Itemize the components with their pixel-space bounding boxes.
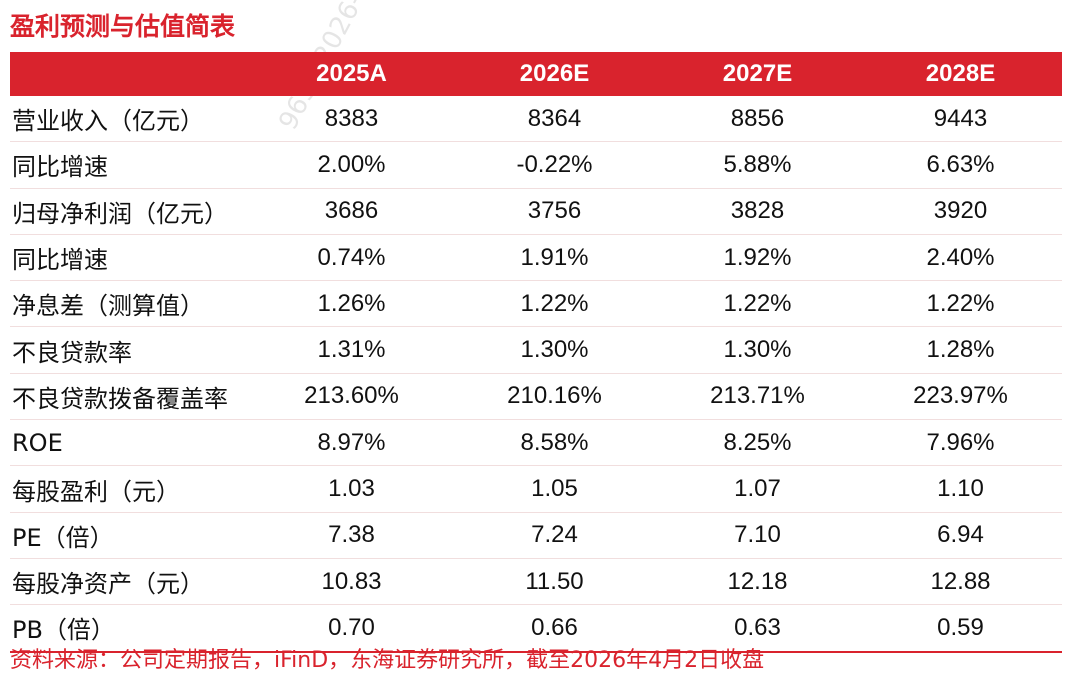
- table-cell: 1.30%: [656, 326, 859, 374]
- table-cell: 6.63%: [859, 141, 1062, 189]
- table-cell: 6.94: [859, 512, 1062, 559]
- table-cell: 8856: [656, 96, 859, 143]
- table-cell: 1.26%: [250, 280, 453, 328]
- table-row: PB（倍） 0.70 0.66 0.63 0.59: [10, 604, 1062, 653]
- table-cell: 213.71%: [656, 373, 859, 421]
- table-row: 每股净资产（元） 10.83 11.50 12.18 12.88: [10, 558, 1062, 606]
- table-cell: 9443: [859, 96, 1062, 143]
- table-cell: 7.24: [453, 512, 656, 559]
- table-cell: 0.70: [250, 604, 453, 653]
- table-cell: 2.00%: [250, 141, 453, 189]
- table-cell: 8.25%: [656, 419, 859, 467]
- table-header-row: 2025A 2026E 2027E 2028E: [10, 52, 1062, 96]
- table-cell: 1.07: [656, 465, 859, 513]
- row-label: 每股净资产（元）: [10, 558, 250, 606]
- report-table-title: 盈利预测与估值简表: [10, 12, 236, 41]
- table-cell: 223.97%: [859, 373, 1062, 421]
- table-cell: 3920: [859, 188, 1062, 235]
- forecast-valuation-table: 2025A 2026E 2027E 2028E 营业收入（亿元） 8383 83…: [10, 52, 1062, 653]
- table-cell: 1.31%: [250, 326, 453, 374]
- table-row: 每股盈利（元） 1.03 1.05 1.07 1.10: [10, 465, 1062, 513]
- table-cell: 7.38: [250, 512, 453, 559]
- table-cell: 1.10: [859, 465, 1062, 513]
- header-year-2027e: 2027E: [656, 52, 859, 96]
- row-label: ROE: [10, 419, 250, 467]
- table-cell: 1.91%: [453, 234, 656, 282]
- table-cell: 1.05: [453, 465, 656, 513]
- table-cell: 0.74%: [250, 234, 453, 282]
- header-year-2028e: 2028E: [859, 52, 1062, 96]
- table-cell: 11.50: [453, 558, 656, 606]
- table-cell: 3756: [453, 188, 656, 235]
- table-row: 不良贷款拨备覆盖率 213.60% 210.16% 213.71% 223.97…: [10, 373, 1062, 421]
- data-source-note: 资料来源：公司定期报告，iFinD，东海证券研究所，截至2026年4月2日收盘: [10, 648, 765, 673]
- table-row: PE（倍） 7.38 7.24 7.10 6.94: [10, 512, 1062, 559]
- table-cell: 10.83: [250, 558, 453, 606]
- table-cell: 0.66: [453, 604, 656, 653]
- row-label: 归母净利润（亿元）: [10, 188, 250, 235]
- header-corner-cell: [10, 52, 250, 96]
- table-cell: 12.18: [656, 558, 859, 606]
- row-label: 不良贷款率: [10, 326, 250, 374]
- table-cell: 8364: [453, 96, 656, 143]
- table-cell: 2.40%: [859, 234, 1062, 282]
- header-year-2026e: 2026E: [453, 52, 656, 96]
- table-cell: 5.88%: [656, 141, 859, 189]
- table-cell: 8.97%: [250, 419, 453, 467]
- row-label: 净息差（测算值）: [10, 280, 250, 328]
- table-cell: 7.96%: [859, 419, 1062, 467]
- table-cell: 1.22%: [859, 280, 1062, 328]
- table-row: 净息差（测算值） 1.26% 1.22% 1.22% 1.22%: [10, 280, 1062, 328]
- table-cell: 7.10: [656, 512, 859, 559]
- table-cell: 1.03: [250, 465, 453, 513]
- table-cell: -0.22%: [453, 141, 656, 189]
- table-cell: 12.88: [859, 558, 1062, 606]
- table-cell: 3686: [250, 188, 453, 235]
- row-label: PE（倍）: [10, 512, 250, 559]
- row-label: 每股盈利（元）: [10, 465, 250, 513]
- table-body: 营业收入（亿元） 8383 8364 8856 9443 同比增速 2.00% …: [10, 96, 1062, 653]
- table-cell: 1.30%: [453, 326, 656, 374]
- header-year-2025a: 2025A: [250, 52, 453, 96]
- table-cell: 8.58%: [453, 419, 656, 467]
- table-cell: 1.22%: [453, 280, 656, 328]
- table-row: 不良贷款率 1.31% 1.30% 1.30% 1.28%: [10, 326, 1062, 374]
- table-cell: 1.22%: [656, 280, 859, 328]
- table-row: 同比增速 2.00% -0.22% 5.88% 6.63%: [10, 141, 1062, 189]
- table-cell: 0.63: [656, 604, 859, 653]
- row-label: 营业收入（亿元）: [10, 96, 250, 143]
- table-cell: 1.92%: [656, 234, 859, 282]
- table-cell: 3828: [656, 188, 859, 235]
- table-row: 归母净利润（亿元） 3686 3756 3828 3920: [10, 188, 1062, 235]
- row-label: 不良贷款拨备覆盖率: [10, 373, 250, 421]
- table-cell: 8383: [250, 96, 453, 143]
- row-label: 同比增速: [10, 234, 250, 282]
- table-cell: 0.59: [859, 604, 1062, 653]
- table-cell: 210.16%: [453, 373, 656, 421]
- table-row: 营业收入（亿元） 8383 8364 8856 9443: [10, 96, 1062, 143]
- row-label: 同比增速: [10, 141, 250, 189]
- row-label: PB（倍）: [10, 604, 250, 653]
- table-row: ROE 8.97% 8.58% 8.25% 7.96%: [10, 419, 1062, 467]
- table-row: 同比增速 0.74% 1.91% 1.92% 2.40%: [10, 234, 1062, 282]
- table-cell: 213.60%: [250, 373, 453, 421]
- table-cell: 1.28%: [859, 326, 1062, 374]
